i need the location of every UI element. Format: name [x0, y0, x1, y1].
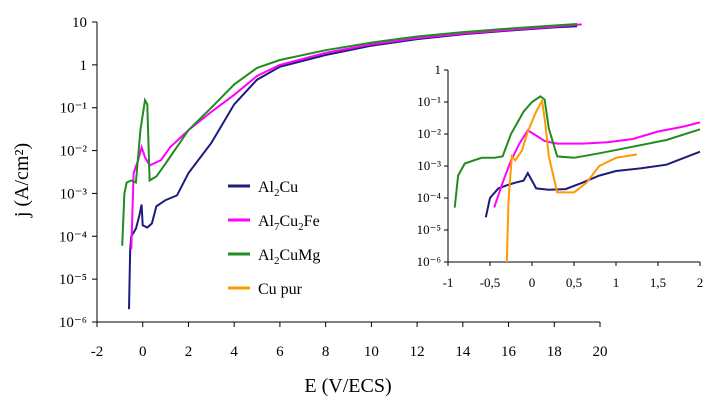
inset-series-line-al2cumg	[453, 95, 701, 208]
inset-background	[430, 60, 715, 285]
inset-x-tick-label: -1	[443, 275, 454, 290]
legend: Al2Cu Al7Cu2Fe Al2CuMg Cu pur	[228, 179, 320, 298]
legend-label: Al2CuMg	[258, 247, 320, 267]
main-series-group	[121, 23, 582, 310]
main-x-tick-label: 0	[139, 344, 147, 360]
legend-label: Al7Cu2Fe	[258, 213, 320, 233]
main-x-tick-label: 2	[185, 344, 193, 360]
main-x-tick-label: 10	[364, 344, 379, 360]
x-axis-title: E (V/ECS)	[304, 375, 391, 397]
inset-x-tick-label: 0,5	[566, 275, 582, 290]
inset-x-tick-label: 2	[697, 275, 704, 290]
inset-y-tick-label: 10⁻²	[417, 126, 441, 141]
y-axis-title: j (A/cm²)	[11, 143, 33, 218]
inset-y-tick-label: 10⁻⁴	[417, 190, 442, 205]
main-y-tick-label: 10⁻¹	[60, 101, 87, 117]
main-x-tick-label: 14	[455, 344, 471, 360]
main-x-tick-label: 6	[276, 344, 284, 360]
main-y-tick-label: 10⁻³	[60, 186, 88, 202]
main-y-tick-label: 10⁻⁶	[59, 315, 87, 331]
main-x-tick-label: 12	[410, 344, 425, 360]
main-series-line-al2cumg	[121, 23, 578, 246]
main-x-tick-label: 16	[501, 344, 517, 360]
main-y-tick-label: 10⁻²	[60, 144, 88, 160]
main-x-tick-label: -2	[91, 344, 104, 360]
inset-series-line-al2cu	[484, 150, 701, 218]
main-x-tick-label: 8	[322, 344, 330, 360]
inset-axes: 10⁻⁶ 10⁻⁵ 10⁻⁴ 10⁻³ 10⁻² 10⁻¹ 1 -1 -0,5 0 0,5 1 1,5 2	[417, 62, 704, 290]
inset-y-tick-label: 10⁻⁵	[417, 222, 441, 237]
inset-y-tick-label: 1	[435, 62, 442, 77]
inset-series-group	[453, 95, 701, 263]
main-x-tick-label: 18	[547, 344, 562, 360]
main-x-tick-label: 4	[230, 344, 238, 360]
inset-y-tick-label: 10⁻³	[417, 158, 441, 173]
inset-series-line-cu-pur	[505, 97, 638, 263]
inset-x-tick-label: 0	[529, 275, 536, 290]
main-series-line-al7cu2fe	[130, 23, 582, 250]
inset-x-tick-label: 1,5	[650, 275, 666, 290]
main-x-tick-label: 20	[593, 344, 608, 360]
main-y-tick-label: 1	[80, 58, 88, 74]
main-y-tick-label: 10⁻⁴	[59, 229, 87, 245]
inset-x-tick-label: -0,5	[480, 275, 501, 290]
inset-y-tick-label: 10⁻¹	[417, 94, 441, 109]
legend-label: Al2Cu	[258, 179, 298, 199]
main-y-tick-label: 10	[72, 15, 87, 31]
inset-y-tick-label: 10⁻⁶	[417, 254, 441, 269]
inset-x-tick-label: 1	[613, 275, 620, 290]
legend-label: Cu pur	[258, 281, 303, 298]
main-y-tick-label: 10⁻⁵	[59, 272, 87, 288]
